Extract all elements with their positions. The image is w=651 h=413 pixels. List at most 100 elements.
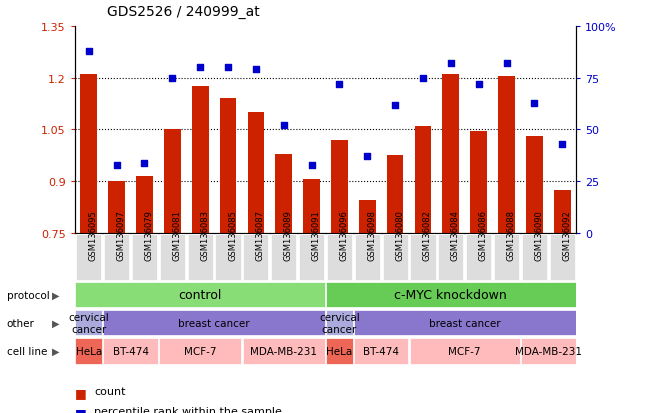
Text: cell line: cell line [7,346,47,356]
Point [334,81,344,88]
FancyBboxPatch shape [438,234,464,280]
Text: ■: ■ [75,406,87,413]
Point [418,75,428,82]
Point [557,141,568,148]
Text: GSM136095: GSM136095 [89,209,98,260]
Bar [498,77,515,233]
FancyBboxPatch shape [187,234,213,280]
FancyBboxPatch shape [383,234,408,280]
Text: other: other [7,318,35,328]
Point [445,61,456,67]
Text: MDA-MB-231: MDA-MB-231 [250,346,317,356]
FancyBboxPatch shape [549,234,575,280]
Text: GSM136081: GSM136081 [173,209,182,260]
Point [167,75,178,82]
Text: c-MYC knockdown: c-MYC knockdown [395,288,507,301]
Bar [81,75,97,233]
Bar [470,132,487,233]
Point [529,100,540,107]
Bar [192,87,208,233]
Point [501,61,512,67]
Text: GSM136096: GSM136096 [339,209,348,260]
Point [195,65,206,71]
Text: GSM136088: GSM136088 [506,209,516,260]
FancyBboxPatch shape [243,234,268,280]
Bar [219,99,236,233]
Text: cervical
cancer: cervical cancer [319,312,360,334]
Text: GSM136082: GSM136082 [423,209,432,260]
Point [83,48,94,55]
FancyBboxPatch shape [299,234,324,280]
FancyBboxPatch shape [159,338,242,364]
Text: GSM136091: GSM136091 [312,209,320,260]
FancyBboxPatch shape [466,234,492,280]
Text: GSM136097: GSM136097 [117,209,126,260]
Point [139,160,150,166]
FancyBboxPatch shape [271,234,296,280]
FancyBboxPatch shape [494,234,519,280]
Bar [303,180,320,233]
Text: BT-474: BT-474 [113,346,148,356]
Text: control: control [178,288,222,301]
FancyBboxPatch shape [326,310,353,336]
Text: ■: ■ [75,386,87,399]
Point [279,123,289,129]
Text: HeLa: HeLa [76,346,102,356]
Point [251,67,261,74]
Bar [247,113,264,233]
FancyBboxPatch shape [104,338,158,364]
Text: GSM136092: GSM136092 [562,209,571,260]
Bar [359,201,376,233]
FancyBboxPatch shape [76,234,102,280]
Text: GDS2526 / 240999_at: GDS2526 / 240999_at [107,5,260,19]
Point [473,81,484,88]
Text: GSM136089: GSM136089 [284,209,293,260]
Point [362,154,372,160]
FancyBboxPatch shape [326,338,353,364]
Bar [164,130,181,233]
Bar [443,75,459,233]
FancyBboxPatch shape [355,234,380,280]
FancyBboxPatch shape [215,234,241,280]
Bar [331,140,348,233]
Text: MDA-MB-231: MDA-MB-231 [515,346,582,356]
Text: ▶: ▶ [51,346,59,356]
Text: breast cancer: breast cancer [178,318,250,328]
Text: GSM136079: GSM136079 [145,209,154,260]
Text: GSM136080: GSM136080 [395,209,404,260]
Text: GSM136086: GSM136086 [478,209,488,260]
Text: BT-474: BT-474 [363,346,399,356]
Text: count: count [94,386,126,396]
Text: GSM136083: GSM136083 [201,209,209,260]
Text: GSM136087: GSM136087 [256,209,265,260]
FancyBboxPatch shape [521,338,575,364]
FancyBboxPatch shape [159,234,185,280]
Bar [108,182,125,233]
FancyBboxPatch shape [76,282,325,308]
Point [390,102,400,109]
Text: GSM136098: GSM136098 [367,209,376,260]
Text: protocol: protocol [7,290,49,300]
FancyBboxPatch shape [104,310,325,336]
FancyBboxPatch shape [132,234,157,280]
Text: GSM136090: GSM136090 [534,209,544,260]
Bar [415,127,432,233]
Point [307,162,317,169]
FancyBboxPatch shape [522,234,547,280]
Text: MCF-7: MCF-7 [184,346,216,356]
FancyBboxPatch shape [76,310,102,336]
Text: ▶: ▶ [51,318,59,328]
FancyBboxPatch shape [354,310,575,336]
FancyBboxPatch shape [327,234,352,280]
Text: ▶: ▶ [51,290,59,300]
FancyBboxPatch shape [76,338,102,364]
Text: cervical
cancer: cervical cancer [68,312,109,334]
Text: percentile rank within the sample: percentile rank within the sample [94,406,283,413]
FancyBboxPatch shape [354,338,408,364]
Bar [554,190,570,233]
Text: MCF-7: MCF-7 [449,346,481,356]
FancyBboxPatch shape [326,282,575,308]
FancyBboxPatch shape [243,338,325,364]
Point [223,65,233,71]
FancyBboxPatch shape [410,234,436,280]
